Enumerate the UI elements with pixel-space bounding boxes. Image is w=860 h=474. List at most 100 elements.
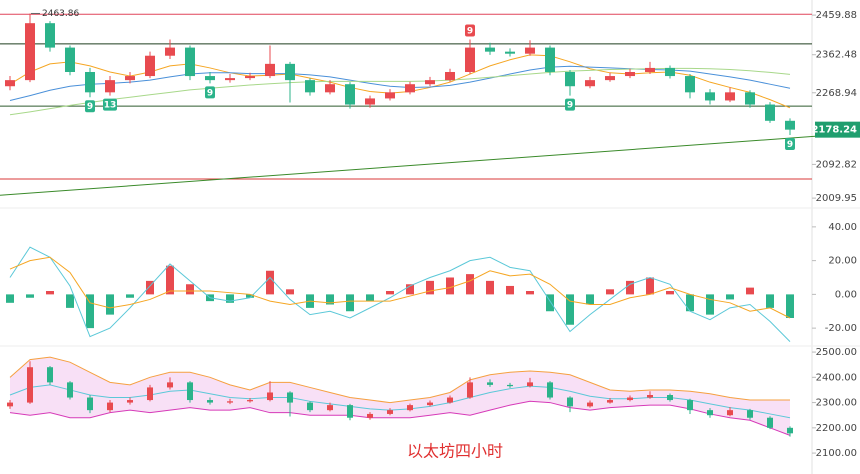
candle-body: [85, 71, 95, 93]
macd-bar: [186, 284, 194, 295]
trend-line: [0, 132, 860, 196]
mini-candle-body: [747, 410, 753, 418]
candle-body: [285, 63, 295, 81]
td-label: 9: [87, 102, 93, 112]
macd-bar: [286, 289, 294, 295]
td-badge: [785, 138, 795, 151]
y-tick-label: 2268.94: [816, 88, 857, 99]
peak-label: 2463.86: [42, 9, 79, 19]
candle-body: [365, 98, 375, 105]
y-tick-label: 2500.00: [816, 347, 857, 358]
mini-candle-body: [687, 400, 693, 411]
candle-body: [685, 76, 695, 93]
macd-bar: [366, 294, 374, 302]
mini-candle-body: [467, 382, 473, 398]
mini-candle-body: [787, 427, 793, 434]
mini-candle-body: [267, 392, 273, 401]
ma-line: [9, 54, 791, 109]
ma-line: [9, 67, 791, 116]
candle-body: [5, 80, 15, 87]
y-tick-label: 2400.00: [816, 372, 857, 383]
td-badge: [103, 98, 117, 111]
macd-bar: [626, 280, 634, 295]
candle-body: [165, 47, 175, 56]
macd-bar: [166, 265, 174, 295]
candle-body: [445, 71, 455, 81]
candle-body: [225, 78, 235, 81]
candle-body: [265, 63, 275, 77]
mini-candle-body: [607, 400, 613, 403]
y-tick-label: 20.00: [828, 256, 857, 267]
macd-bar: [646, 277, 654, 295]
mini-candle-body: [387, 410, 393, 414]
mini-candle-body: [207, 400, 213, 403]
candle-body: [425, 80, 435, 85]
td-label: 13: [104, 101, 117, 111]
y-tick-label: 2100.00: [816, 448, 857, 459]
candle-body: [665, 67, 675, 77]
candle-body: [25, 23, 35, 81]
mini-candle-body: [47, 367, 53, 383]
ma-line: [9, 65, 791, 101]
candle-body: [345, 84, 355, 105]
macd-bar: [226, 294, 234, 303]
y-tick-label: 40.00: [828, 222, 857, 233]
mini-candle-body: [87, 397, 93, 411]
macd-bar: [66, 294, 74, 308]
mini-candle-body: [287, 392, 293, 403]
candle-body: [545, 47, 555, 72]
candle-body: [105, 80, 115, 93]
macd-bar: [586, 294, 594, 305]
macd-bar: [86, 294, 94, 329]
macd-bar: [326, 294, 334, 305]
td-badge: [565, 98, 575, 111]
candle-body: [45, 23, 55, 48]
band-upper: [9, 356, 790, 404]
td-badge: [465, 24, 475, 37]
macd-bar: [606, 289, 614, 295]
candle-body: [605, 76, 615, 81]
macd-bar: [746, 287, 754, 295]
candle-body: [525, 47, 535, 54]
mini-candle-body: [627, 397, 633, 401]
mini-candle-body: [567, 397, 573, 407]
candle-body: [145, 55, 155, 77]
y-tick-label: -20.00: [825, 323, 857, 334]
macd-bar: [686, 294, 694, 312]
candle-body: [585, 80, 595, 87]
macd-bar: [486, 280, 494, 295]
macd-bar: [406, 284, 414, 295]
mini-candle-body: [527, 382, 533, 387]
mini-candle-body: [767, 417, 773, 428]
mini-candle-body: [127, 400, 133, 403]
mini-candle-body: [167, 382, 173, 388]
y-tick-label: 2200.00: [816, 423, 857, 434]
macd-bar: [526, 291, 534, 295]
y-tick-label: 2459.88: [816, 10, 857, 21]
candle-body: [765, 104, 775, 121]
macd-bar: [786, 294, 794, 318]
last-price-tag: [815, 121, 860, 138]
macd-bar: [666, 291, 674, 295]
candle-body: [245, 76, 255, 79]
y-tick-label: 2300.00: [816, 398, 857, 409]
candle-body: [305, 80, 315, 93]
candle-body: [405, 84, 415, 93]
band-fill: [10, 357, 790, 436]
candle-body: [725, 92, 735, 101]
band-mid: [9, 384, 791, 419]
y-tick-label: 2092.82: [816, 159, 857, 170]
mini-candle-body: [487, 382, 493, 385]
macd-bar: [446, 277, 454, 295]
caption: 以太坊四小时: [407, 442, 503, 461]
mini-candle-body: [227, 401, 233, 403]
macd-bar: [46, 291, 54, 295]
mini-candle-body: [27, 367, 33, 403]
macd-bar: [146, 280, 154, 295]
mini-candle-body: [647, 395, 653, 398]
macd-bar: [26, 294, 34, 298]
y-tick-label: 2362.48: [816, 50, 857, 61]
mini-candle-body: [307, 402, 313, 411]
macd-bar: [466, 274, 474, 295]
